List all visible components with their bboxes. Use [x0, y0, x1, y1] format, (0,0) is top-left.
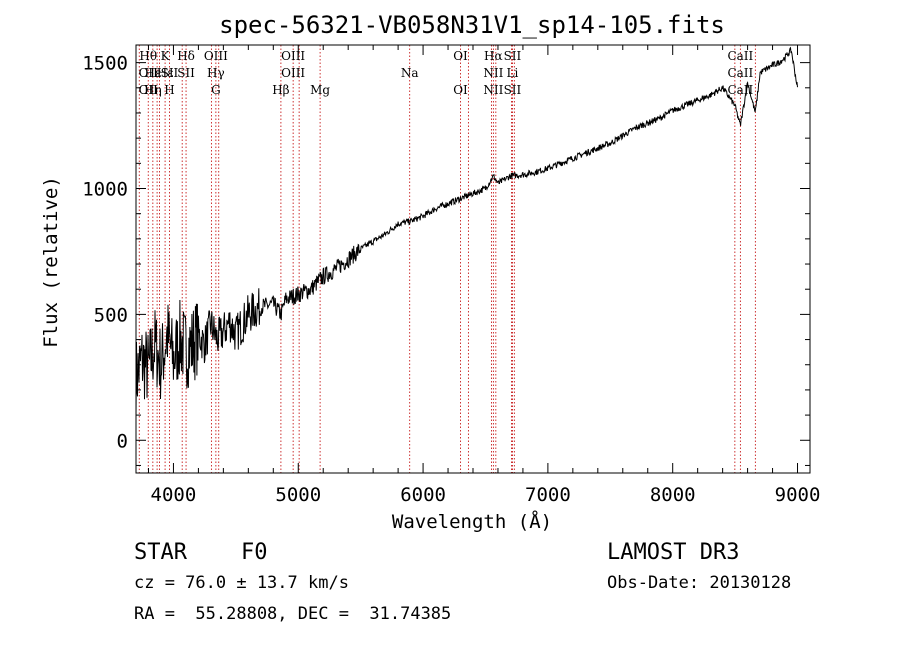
line-label-S-II-top: SII [504, 49, 522, 63]
line-label-S-II-mid: Li [507, 66, 519, 80]
line-label-O-I-a-bot: OI [453, 83, 468, 97]
line-label-H-alpha-bot: NII [483, 83, 503, 97]
x-tick-label-4000: 4000 [151, 484, 197, 506]
y-axis-label: Flux (relative) [40, 176, 62, 348]
line-label-O-I-a-top: OI [453, 49, 468, 63]
line-label-H-alpha-top: Hα [484, 49, 503, 63]
line-label-H-delta-mid: SII [177, 66, 195, 80]
line-label-H-alpha-mid: NII [483, 66, 503, 80]
line-markers [138, 45, 756, 473]
line-label-S-II-bot: SII [504, 83, 522, 97]
chart-title: spec-56321-VB058N31V1_sp14-105.fits [219, 11, 725, 39]
x-tick-label-9000: 9000 [775, 484, 821, 506]
line-label-H-theta-mid: OII [139, 66, 159, 80]
line-label-Ca-II-mid: CaII [727, 66, 753, 80]
object-class: STAR [134, 540, 187, 565]
coordinates: RA = 55.28808, DEC = 31.74385 [134, 604, 452, 624]
x-tick-label-5000: 5000 [275, 484, 321, 506]
line-label-Ca-H-bot: H [164, 83, 174, 97]
x-tick-label-6000: 6000 [400, 484, 446, 506]
plot-frame [135, 44, 811, 474]
line-label-Na-mid: Na [401, 66, 419, 80]
observation-date: Obs-Date: 20130128 [607, 573, 792, 593]
object-subclass: F0 [241, 540, 268, 565]
survey-name: LAMOST DR3 [607, 540, 740, 565]
line-label-H-theta-top: Hθ [139, 49, 157, 63]
y-tick-label-500: 500 [94, 304, 128, 326]
line-label-H-beta-bot: Hβ [272, 83, 289, 97]
line-label-Mg-bot: Mg [310, 83, 330, 97]
line-label-O-III-b-mid: OIII [281, 66, 305, 80]
line-label-Ca-II-top: CaII [727, 49, 753, 63]
line-label-H-delta-top: Hδ [177, 49, 195, 63]
x-axis-label: Wavelength (Å) [392, 510, 552, 533]
line-label-H-theta-bot: OII [139, 83, 159, 97]
y-tick-label-0: 0 [117, 430, 128, 452]
line-label-H-eta-mid: Hε [145, 66, 162, 80]
line-label-O-III-a-top: OIII [204, 49, 228, 63]
line-label-Ca-K-top: K [161, 49, 171, 63]
line-label-O-III-a-bot: G [211, 83, 221, 97]
y-tick-label-1500: 1500 [82, 53, 128, 75]
y-tick-label-1000: 1000 [82, 179, 128, 201]
x-tick-label-7000: 7000 [525, 484, 571, 506]
redshift-velocity: cz = 76.0 ± 13.7 km/s [134, 573, 349, 593]
x-axis-ticks: 4000 5000 6000 7000 8000 9000 [147, 45, 821, 506]
x-tick-label-8000: 8000 [650, 484, 696, 506]
line-label-O-III-a-mid: Hγ [207, 66, 225, 80]
line-label-Ca-H-mid: SII [161, 66, 179, 80]
spectrum-line [135, 46, 798, 418]
line-label-H-eta-bot: Hη [144, 83, 162, 97]
line-label-Ca-K-mid: Hε [157, 66, 174, 80]
line-label-O-III-b-top: OIII [281, 49, 305, 63]
y-axis-ticks: 0 500 1000 1500 [82, 53, 810, 466]
